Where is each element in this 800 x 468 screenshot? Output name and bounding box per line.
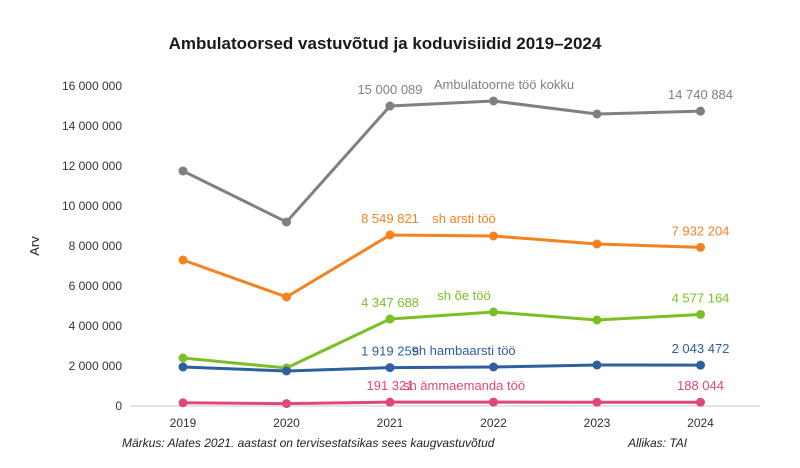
series-3-point <box>178 353 188 363</box>
x-tick-labels: 2019 2020 2021 2022 2023 2024 <box>170 416 715 430</box>
series-4-point <box>592 360 602 370</box>
series-3-line <box>182 310 701 370</box>
series-1-point <box>178 166 188 176</box>
series-2-line <box>182 233 701 299</box>
x-tick-label: 2020 <box>273 416 300 430</box>
series-3-point <box>696 309 705 319</box>
x-tick-label: 2023 <box>584 416 611 430</box>
series-4-data-label: 2 043 472 <box>672 341 730 356</box>
series-1-data-label: 14 740 884 <box>668 87 733 102</box>
source-note: Allikas: TAI <box>627 436 688 450</box>
series-1-point <box>696 106 705 116</box>
series-1-point <box>282 217 291 227</box>
series-4-point <box>489 362 498 372</box>
y-axis-label: Arv <box>27 236 42 256</box>
series-2-data-label: 7 932 204 <box>672 223 730 238</box>
y-tick-labels: 0 2 000 000 4 000 000 6 000 000 8 000 000 10 … <box>62 79 122 413</box>
y-tick-label: 0 <box>115 399 122 413</box>
x-tick-label: 2019 <box>170 416 197 430</box>
series-1-point <box>489 96 498 106</box>
series-2-point <box>489 231 498 241</box>
series-5-point <box>696 397 705 407</box>
series-1-point <box>385 101 395 111</box>
series-1-line <box>182 99 701 224</box>
chart-title: Ambulatoorsed vastuvõtud ja koduvisiidid… <box>169 34 602 53</box>
series-1-name-label: Ambulatoorne töö kokku <box>434 77 574 92</box>
series-2-name-label: sh arsti töö <box>432 211 496 226</box>
series-3-point <box>385 314 395 324</box>
series-4-data-label: 1 919 259 <box>361 344 419 359</box>
series-5-point <box>178 398 188 408</box>
series-4-name-label: sh hambaarsti töö <box>412 343 515 358</box>
series-5-data-label: 188 044 <box>677 378 724 393</box>
series-4-point <box>696 360 705 370</box>
y-tick-label: 16 000 000 <box>62 79 122 93</box>
x-tick-label: 2021 <box>377 416 404 430</box>
x-tick-label: 2024 <box>687 416 714 430</box>
series-5-data-label: 191 321 <box>367 378 414 393</box>
series-3-point <box>489 307 498 317</box>
series-5-point <box>592 397 602 407</box>
y-tick-label: 2 000 000 <box>69 359 123 373</box>
series-4-point <box>385 363 395 373</box>
series-5-name-label: sh ämmaemanda töö <box>403 378 525 393</box>
series-4-point <box>178 362 188 372</box>
series-2-point <box>592 239 602 249</box>
y-tick-label: 8 000 000 <box>69 239 123 253</box>
series-layer <box>178 96 705 409</box>
series-5-point <box>282 399 291 409</box>
series-2-point <box>385 230 395 240</box>
series-5-line <box>182 400 701 406</box>
series-3-point <box>592 315 602 325</box>
series-1-point <box>592 109 602 119</box>
x-tick-label: 2022 <box>480 416 507 430</box>
y-tick-label: 6 000 000 <box>69 279 123 293</box>
series-2-point <box>178 255 188 265</box>
y-tick-label: 12 000 000 <box>62 159 122 173</box>
series-4-line <box>182 363 701 373</box>
y-tick-label: 14 000 000 <box>62 119 122 133</box>
series-3-data-label: 4 347 688 <box>361 295 419 310</box>
series-3-name-label: sh õe töö <box>437 288 491 303</box>
series-5-point <box>489 397 498 407</box>
series-2-data-label: 8 549 821 <box>361 211 419 226</box>
series-2-point <box>696 242 705 252</box>
data-labels-layer: 15 000 089 14 740 884 Ambulatoorne töö kok… <box>357 77 733 393</box>
y-tick-label: 4 000 000 <box>69 319 123 333</box>
footnote: Märkus: Alates 2021. aastast on tervises… <box>122 436 495 450</box>
series-3-data-label: 4 577 164 <box>672 290 730 305</box>
series-2-point <box>282 292 291 302</box>
y-tick-label: 10 000 000 <box>62 199 122 213</box>
series-4-point <box>282 366 291 376</box>
series-1-data-label: 15 000 089 <box>357 82 422 97</box>
series-5-point <box>385 397 395 407</box>
